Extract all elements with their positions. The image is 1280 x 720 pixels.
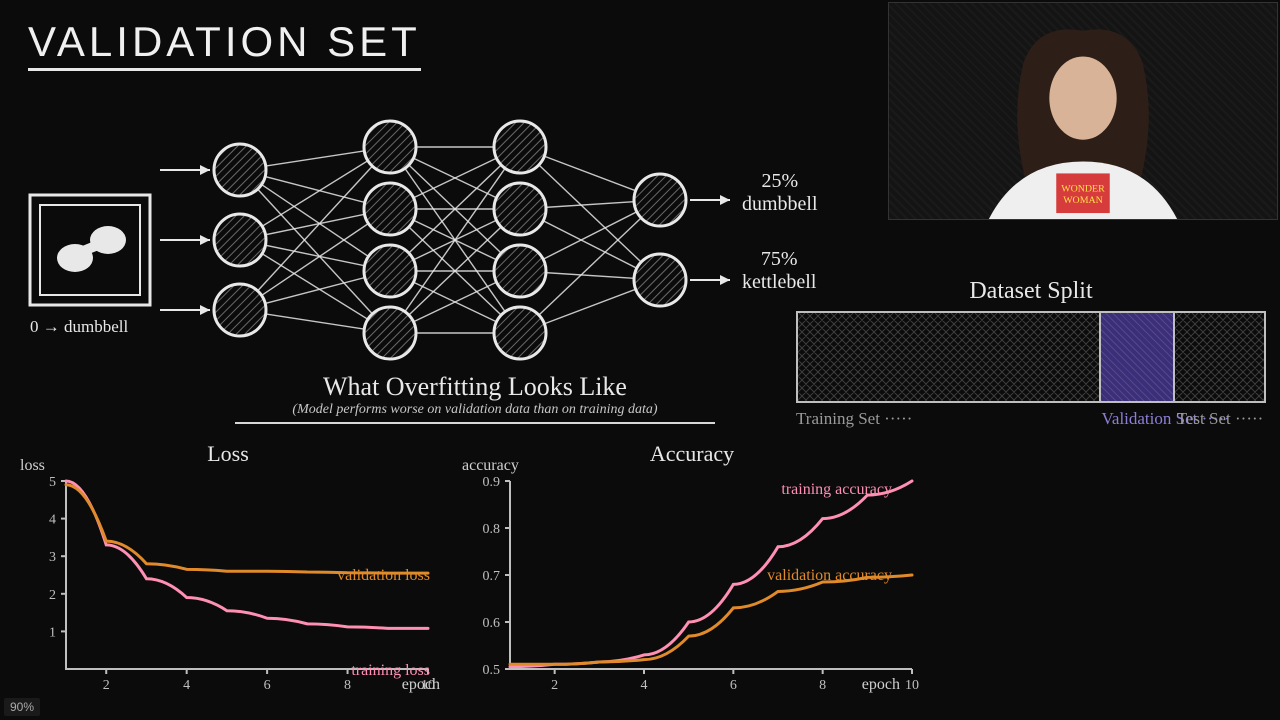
presenter-webcam: WONDER WOMAN bbox=[888, 2, 1278, 220]
split-label: Test Set ····· bbox=[1177, 409, 1266, 429]
accuracy-chart: Accuracy 0.50.60.70.80.9246810 accuracy … bbox=[462, 441, 922, 708]
output-1-name: dumbbell bbox=[742, 193, 818, 216]
split-seg-validation-set bbox=[1101, 313, 1176, 401]
svg-text:2: 2 bbox=[103, 678, 110, 693]
split-bar bbox=[796, 311, 1266, 403]
nn-output-1: 25% dumbbell bbox=[742, 170, 818, 216]
split-label: Training Set ····· bbox=[796, 409, 1102, 429]
split-label: Validation Set ····· bbox=[1102, 409, 1177, 429]
svg-text:10: 10 bbox=[905, 678, 919, 693]
svg-text:0.9: 0.9 bbox=[483, 475, 501, 490]
split-labels: Training Set ·····Validation Set ·····Te… bbox=[796, 409, 1266, 429]
output-2-pct: 75% bbox=[742, 248, 816, 271]
neural-network-diagram bbox=[20, 100, 880, 380]
overfitting-sub: (Model performs worse on validation data… bbox=[235, 402, 715, 418]
svg-text:5: 5 bbox=[49, 475, 56, 490]
acc-ylabel: accuracy bbox=[462, 457, 519, 475]
overfitting-heading: What Overfitting Looks Like (Model perfo… bbox=[235, 372, 715, 424]
nn-input-label: 0 → dumbbell bbox=[30, 317, 128, 337]
svg-text:8: 8 bbox=[819, 678, 826, 693]
svg-text:0.8: 0.8 bbox=[483, 522, 501, 537]
svg-text:WOMAN: WOMAN bbox=[1063, 195, 1103, 206]
zoom-indicator: 90% bbox=[4, 698, 40, 716]
underline bbox=[235, 422, 715, 424]
svg-text:3: 3 bbox=[49, 550, 56, 565]
svg-text:6: 6 bbox=[730, 678, 737, 693]
split-title: Dataset Split bbox=[796, 278, 1266, 305]
svg-text:4: 4 bbox=[641, 678, 648, 693]
svg-text:2: 2 bbox=[49, 588, 56, 603]
svg-text:2: 2 bbox=[551, 678, 558, 693]
svg-text:4: 4 bbox=[183, 678, 190, 693]
svg-text:4: 4 bbox=[49, 513, 56, 528]
charts-row: Loss 12345246810 loss epoch validation l… bbox=[18, 441, 922, 708]
svg-text:0.6: 0.6 bbox=[483, 616, 501, 631]
acc-xlabel: epoch bbox=[862, 676, 900, 694]
loss-ylabel: loss bbox=[20, 457, 45, 475]
svg-text:1: 1 bbox=[49, 625, 56, 640]
training-acc-label: training accuracy bbox=[781, 481, 892, 499]
svg-text:6: 6 bbox=[264, 678, 271, 693]
split-seg-test-set bbox=[1175, 313, 1264, 401]
split-seg-training-set bbox=[798, 313, 1101, 401]
svg-text:0.5: 0.5 bbox=[483, 663, 501, 678]
svg-text:8: 8 bbox=[344, 678, 351, 693]
page-title: VALIDATION SET bbox=[28, 18, 421, 71]
training-loss-label: training loss bbox=[351, 662, 430, 680]
dataset-split: Dataset Split Training Set ·····Validati… bbox=[796, 278, 1266, 429]
presenter-silhouette: WONDER WOMAN bbox=[889, 3, 1277, 219]
svg-text:WONDER: WONDER bbox=[1061, 183, 1105, 194]
overfitting-title: What Overfitting Looks Like bbox=[235, 372, 715, 402]
validation-loss-label: validation loss bbox=[337, 567, 430, 585]
output-1-pct: 25% bbox=[742, 170, 818, 193]
validation-acc-label: validation accuracy bbox=[767, 567, 892, 585]
loss-chart: Loss 12345246810 loss epoch validation l… bbox=[18, 441, 438, 708]
svg-text:0.7: 0.7 bbox=[483, 569, 501, 584]
